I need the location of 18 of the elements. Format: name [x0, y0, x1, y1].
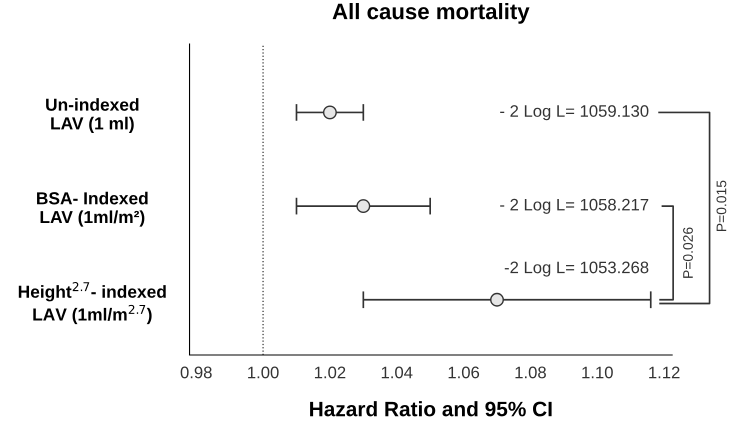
y-tick-label: BSA- Indexed LAV (1ml/m²) — [37, 192, 148, 227]
chart-title: All cause mortality — [332, 2, 530, 24]
annotation: - 2 Log L= 1059.130 — [500, 105, 648, 120]
x-tick-label: 1.04 — [382, 366, 412, 378]
x-tick-label: 1.08 — [515, 366, 546, 378]
x-axis-title: Hazard Ratio and 95% CI — [310, 401, 552, 416]
y-tick-label: Un-indexed LAV (1 ml) — [46, 98, 138, 133]
text: P=0.015 — [716, 180, 726, 232]
x-tick-label: 1.06 — [448, 366, 480, 378]
text: P=0.026 — [683, 227, 693, 278]
annotation: -2 Log L= 1053.268 — [504, 262, 648, 277]
x-tick-label: 1.00 — [248, 366, 279, 378]
x-tick-label: 0.98 — [180, 366, 212, 378]
x-tick-label: 1.10 — [582, 366, 613, 378]
x-tick-label: 1.02 — [314, 366, 346, 378]
y-tick-label: Height$^{2.7}$- indexed LAV (1ml/m$^{2.7}$) — [18, 282, 166, 324]
annotation: - 2 Log L= 1058.217 — [500, 198, 648, 214]
x-tick-label: 1.12 — [649, 366, 680, 378]
